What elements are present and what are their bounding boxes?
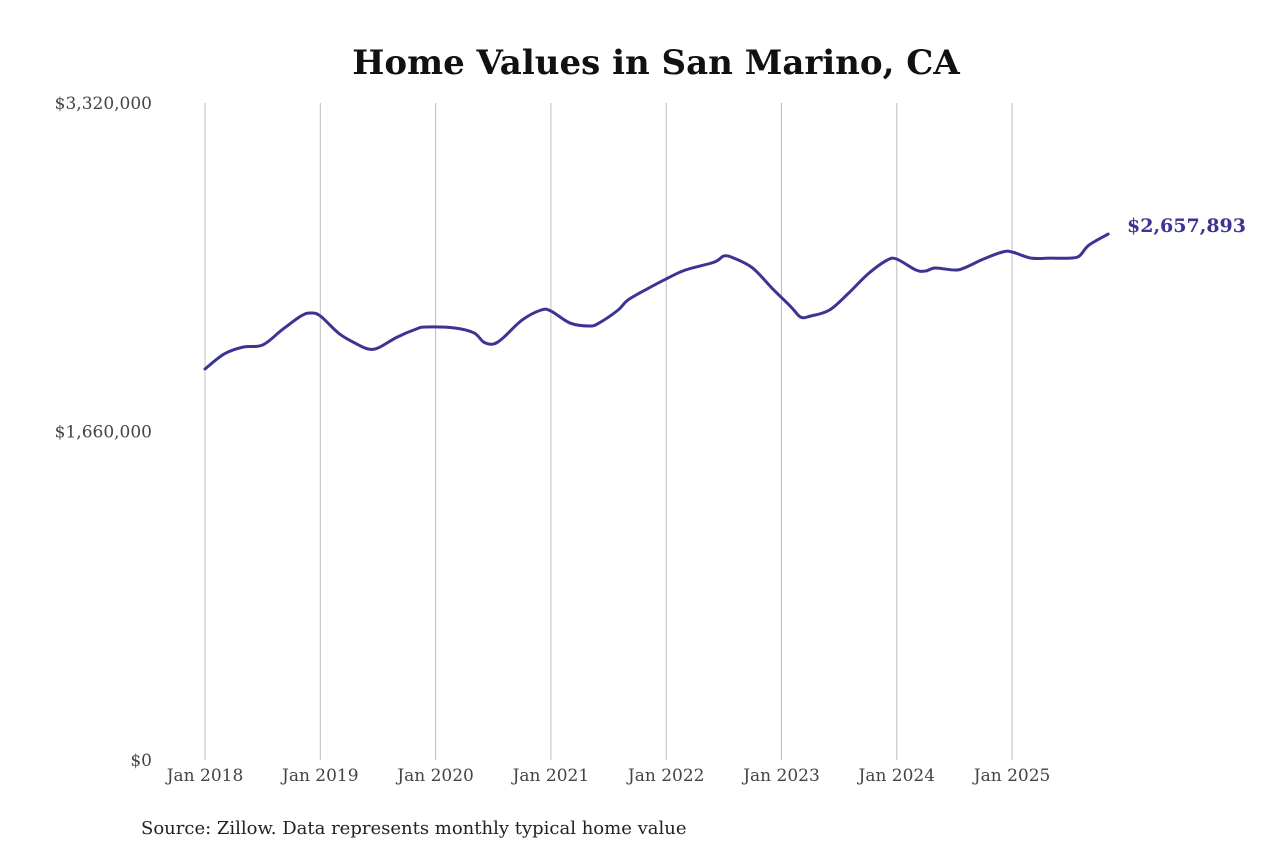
series-line-home-value: [203, 232, 1110, 371]
chart-title: Home Values in San Marino, CA: [352, 43, 960, 83]
y-tick-label: $0: [130, 751, 152, 771]
x-tick-label: Jan 2024: [857, 766, 936, 786]
x-tick-label: Jan 2021: [511, 766, 590, 786]
x-tick-label: Jan 2022: [626, 766, 705, 786]
y-tick-label: $3,320,000: [55, 94, 152, 114]
end-value-label: $2,657,893: [1127, 215, 1246, 237]
grid-lines: [204, 103, 1013, 760]
x-tick-label: Jan 2019: [280, 766, 359, 786]
x-axis: Jan 2018 Jan 2019 Jan 2020 Jan 2021 Jan 2022…: [165, 766, 1051, 786]
x-tick-label: Jan 2018: [165, 766, 244, 786]
y-axis: $0 $1,660,000 $3,320,000: [55, 94, 152, 771]
x-tick-label: Jan 2023: [741, 766, 820, 786]
x-tick-label: Jan 2020: [395, 766, 474, 786]
y-tick-label: $1,660,000: [55, 423, 152, 443]
x-tick-label: Jan 2025: [972, 766, 1051, 786]
source-note: Source: Zillow. Data represents monthly …: [141, 818, 687, 839]
